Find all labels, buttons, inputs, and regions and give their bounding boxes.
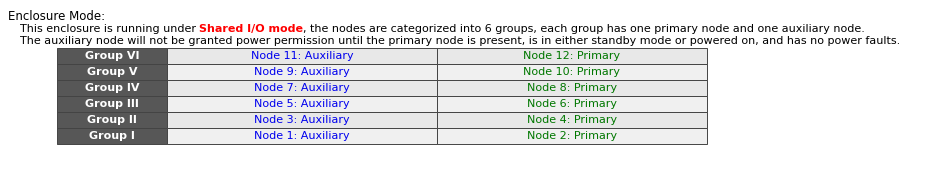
Bar [167, 96, 437, 112]
Bar [167, 128, 437, 144]
Text: Group VI: Group VI [84, 51, 139, 61]
Bar [437, 128, 707, 144]
Text: Node 10: Primary: Node 10: Primary [523, 67, 621, 77]
Text: Node 3: Auxiliary: Node 3: Auxiliary [254, 115, 350, 125]
Text: The auxiliary node will not be granted power permission until the primary node i: The auxiliary node will not be granted p… [20, 36, 900, 46]
Text: Node 8: Primary: Node 8: Primary [527, 83, 617, 93]
Bar [57, 112, 167, 128]
Text: Node 7: Auxiliary: Node 7: Auxiliary [254, 83, 350, 93]
Bar [437, 48, 707, 64]
Text: Node 2: Primary: Node 2: Primary [527, 131, 617, 141]
Text: Group IV: Group IV [84, 83, 139, 93]
Text: Node 6: Primary: Node 6: Primary [527, 99, 617, 109]
Text: Node 1: Auxiliary: Node 1: Auxiliary [254, 131, 350, 141]
Bar [57, 96, 167, 112]
Bar [57, 128, 167, 144]
Bar [437, 80, 707, 96]
Text: This enclosure is running under: This enclosure is running under [20, 24, 200, 34]
Text: Group I: Group I [89, 131, 135, 141]
Text: Group V: Group V [86, 67, 137, 77]
Text: Node 12: Primary: Node 12: Primary [523, 51, 621, 61]
Text: , the nodes are categorized into 6 groups, each group has one primary node and o: , the nodes are categorized into 6 group… [304, 24, 866, 34]
Bar [57, 48, 167, 64]
Bar [167, 48, 437, 64]
Text: Shared I/O mode: Shared I/O mode [200, 24, 304, 34]
Bar [437, 112, 707, 128]
Text: Node 9: Auxiliary: Node 9: Auxiliary [254, 67, 350, 77]
Bar [57, 80, 167, 96]
Text: Enclosure Mode:: Enclosure Mode: [8, 10, 105, 23]
Bar [167, 80, 437, 96]
Bar [167, 112, 437, 128]
Text: Group II: Group II [87, 115, 137, 125]
Bar [437, 64, 707, 80]
Text: Group III: Group III [85, 99, 139, 109]
Bar [167, 64, 437, 80]
Text: Node 11: Auxiliary: Node 11: Auxiliary [250, 51, 354, 61]
Bar [57, 64, 167, 80]
Bar [437, 96, 707, 112]
Text: Node 5: Auxiliary: Node 5: Auxiliary [254, 99, 350, 109]
Text: Node 4: Primary: Node 4: Primary [527, 115, 617, 125]
